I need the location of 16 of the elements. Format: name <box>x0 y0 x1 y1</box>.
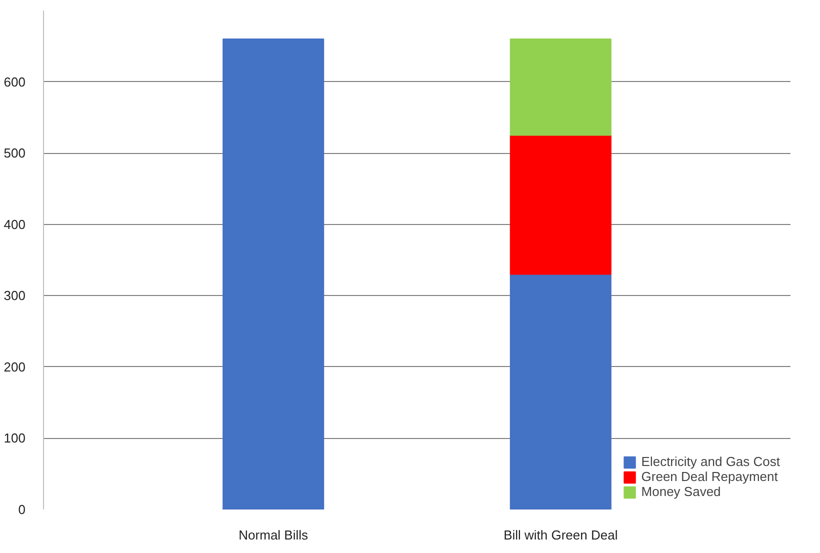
y-tick-label: 200 <box>4 359 26 374</box>
legend-label: Green Deal Repayment <box>641 469 778 484</box>
x-tick-label: Normal Bills <box>238 528 309 542</box>
legend-label: Electricity and Gas Cost <box>641 454 780 469</box>
y-tick-label: 500 <box>4 146 26 161</box>
x-tick-label: Bill with Green Deal <box>504 528 618 542</box>
bar <box>510 274 612 510</box>
bar <box>222 38 324 510</box>
bar <box>510 38 612 136</box>
legend-label: Money Saved <box>641 484 721 499</box>
y-tick-label: 600 <box>4 74 26 90</box>
y-tick-label: 100 <box>4 430 26 446</box>
y-tick-label: 0 <box>18 502 26 517</box>
y-tick-label: 300 <box>4 288 26 304</box>
bar <box>510 134 612 275</box>
y-tick-label: 400 <box>4 216 26 232</box>
